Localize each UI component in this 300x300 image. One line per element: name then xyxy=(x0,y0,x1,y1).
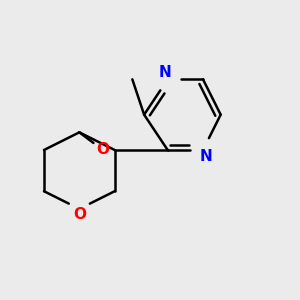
Text: N: N xyxy=(158,65,171,80)
Text: O: O xyxy=(96,142,110,158)
Text: O: O xyxy=(73,207,86,222)
Text: N: N xyxy=(200,149,213,164)
